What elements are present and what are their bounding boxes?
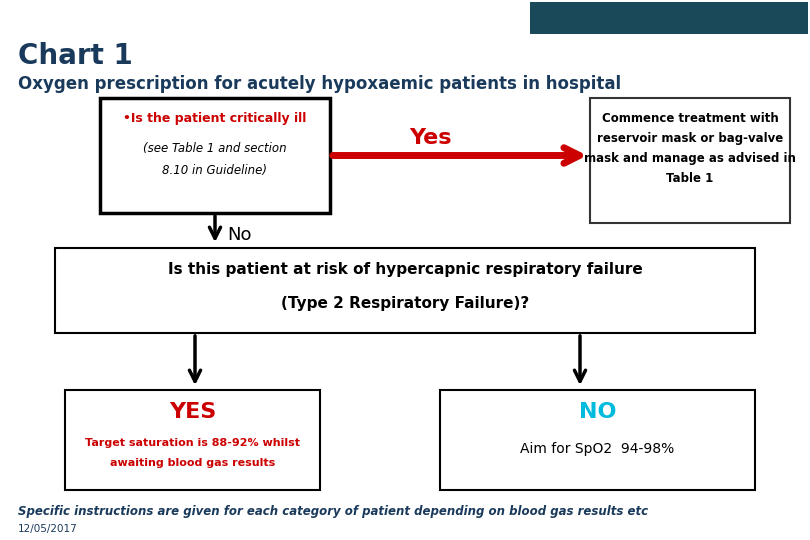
Text: mask and manage as advised in: mask and manage as advised in [584,152,796,165]
Text: YES: YES [168,402,216,422]
Text: Commence treatment with: Commence treatment with [602,112,778,125]
FancyBboxPatch shape [55,248,755,333]
Text: reservoir mask or bag-valve: reservoir mask or bag-valve [597,132,783,145]
Text: 12/05/2017: 12/05/2017 [18,524,78,534]
Text: awaiting blood gas results: awaiting blood gas results [110,458,275,468]
Text: Specific instructions are given for each category of patient depending on blood : Specific instructions are given for each… [18,505,648,518]
Text: Yes: Yes [409,128,451,148]
FancyBboxPatch shape [530,2,808,34]
Text: Oxygen prescription for acutely hypoxaemic patients in hospital: Oxygen prescription for acutely hypoxaem… [18,75,621,93]
Text: Chart 1: Chart 1 [18,42,133,70]
Text: •Is the patient critically ill: •Is the patient critically ill [123,112,307,125]
Text: (Type 2 Respiratory Failure)?: (Type 2 Respiratory Failure)? [281,296,529,311]
Text: Table 1: Table 1 [667,172,714,185]
Text: No: No [227,226,251,244]
Text: 8.10 in Guideline): 8.10 in Guideline) [163,164,267,177]
Text: NO: NO [579,402,616,422]
FancyBboxPatch shape [590,98,790,223]
FancyBboxPatch shape [100,98,330,213]
FancyBboxPatch shape [440,390,755,490]
FancyBboxPatch shape [65,390,320,490]
Text: Target saturation is 88-92% whilst: Target saturation is 88-92% whilst [85,438,300,448]
Text: Aim for SpO2  94-98%: Aim for SpO2 94-98% [520,442,675,456]
Text: Is this patient at risk of hypercapnic respiratory failure: Is this patient at risk of hypercapnic r… [168,262,642,277]
Text: (see Table 1 and section: (see Table 1 and section [143,142,287,155]
